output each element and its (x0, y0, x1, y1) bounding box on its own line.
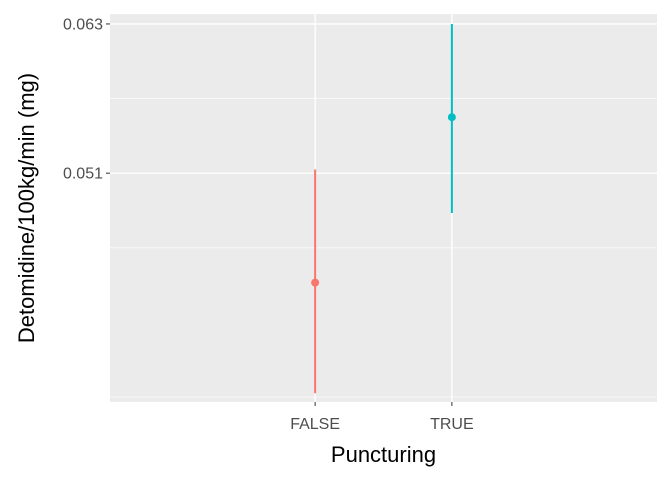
x-axis: FALSE TRUE (290, 402, 474, 433)
data-marks (311, 23, 456, 394)
panel-background (110, 14, 657, 402)
x-tick-label: TRUE (430, 416, 474, 433)
y-tick-label: 0.063 (63, 16, 103, 33)
x-axis-title: Puncturing (331, 442, 436, 467)
y-tick-label: 0.051 (63, 166, 103, 183)
mean-point-false (311, 278, 320, 287)
mean-point-true (447, 113, 456, 122)
x-tick-label: FALSE (290, 416, 340, 433)
y-axis-title: Detomidine/100kg/min (mg) (14, 73, 39, 343)
minor-gridlines (110, 98, 657, 398)
y-axis: 0.051 0.063 (63, 16, 110, 183)
